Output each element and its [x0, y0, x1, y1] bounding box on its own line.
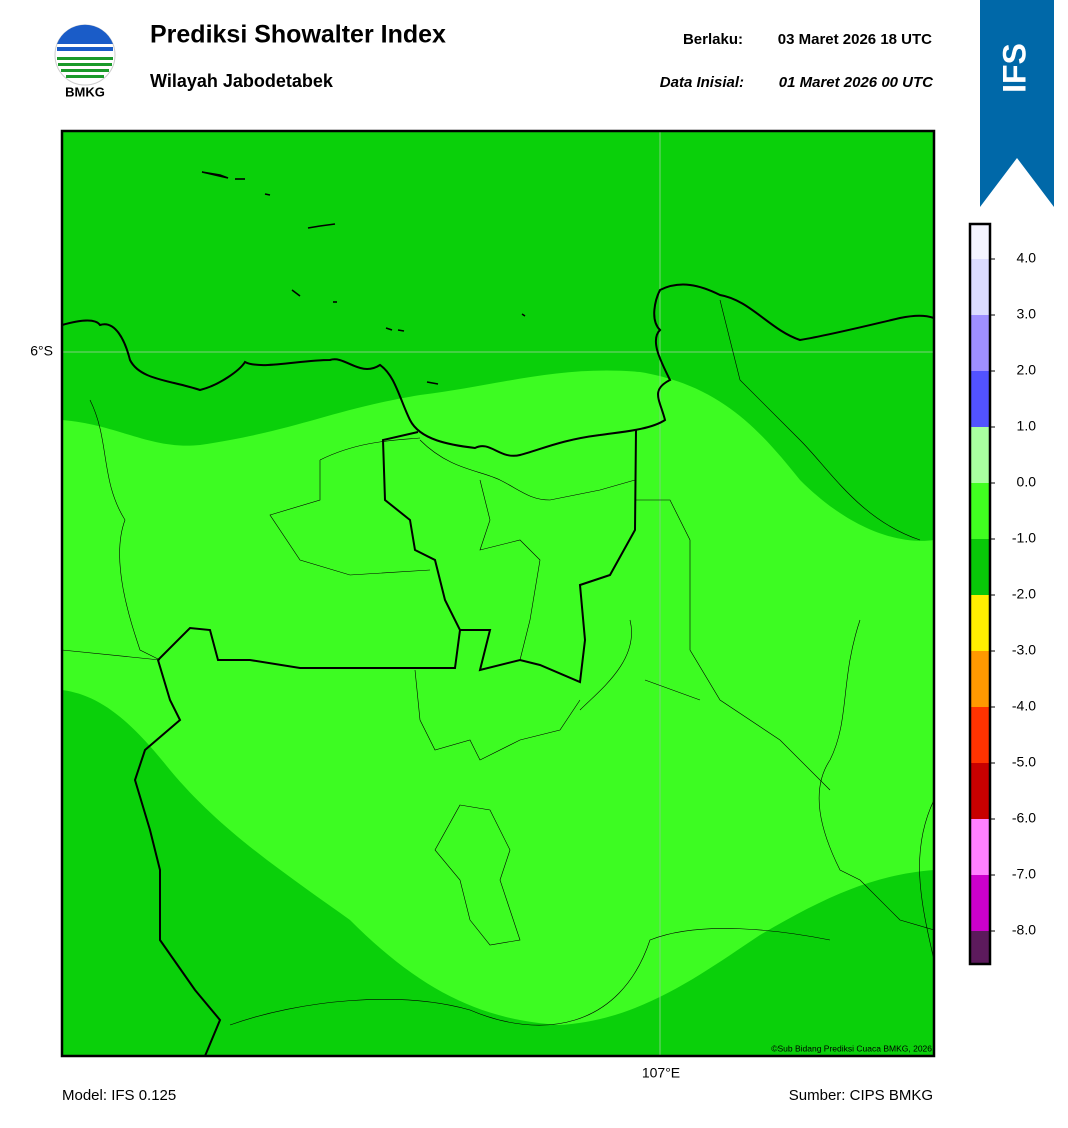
color-segment: [970, 259, 990, 315]
badge: IFS: [980, 0, 1054, 207]
lon-label: 107°E: [642, 1065, 680, 1081]
color-segment: [970, 819, 990, 875]
credit: ©Sub Bidang Prediksi Cuaca BMKG, 2026: [771, 1043, 932, 1053]
colorbar-label: 3.0: [1017, 306, 1037, 322]
color-segment: [970, 427, 990, 483]
colorbar-label: -3.0: [1012, 642, 1036, 658]
colorbar-frame: [968, 222, 992, 966]
colorbar-label: -8.0: [1012, 922, 1036, 938]
colorbar-label: 1.0: [1017, 418, 1037, 434]
color-segment: [970, 651, 990, 707]
title: Prediksi Showalter Index: [150, 21, 446, 49]
map-frame: [60, 129, 936, 1058]
source: Sumber: CIPS BMKG: [789, 1087, 933, 1104]
logo-stripe: [57, 47, 113, 51]
badge-text: IFS: [996, 43, 1032, 93]
init-label: Data Inisial:: [660, 74, 744, 91]
color-segment: [970, 315, 990, 371]
colorbar-label: 0.0: [1017, 474, 1037, 490]
colorbar-label: -7.0: [1012, 866, 1036, 882]
color-segment: [970, 875, 990, 931]
colorbar-label: 4.0: [1017, 250, 1037, 266]
colorbar: 4.0 3.0 2.0 1.0 0.0 -1.0 -2.0 -3.0 -4.0 -5.0 -6.0 -…: [968, 222, 1037, 966]
color-segment: [970, 224, 990, 259]
colorbar-label: 2.0: [1017, 362, 1037, 378]
badge-ribbon: [980, 0, 1054, 207]
logo-stripe: [57, 57, 113, 60]
color-segment: [970, 483, 990, 539]
color-segment: [970, 371, 990, 427]
color-segment: [970, 595, 990, 651]
model: Model: IFS 0.125: [62, 1087, 176, 1104]
islands: [201, 171, 526, 385]
logo-stripe: [58, 63, 112, 66]
district-lines: [62, 299, 934, 1026]
colorbar-label: -1.0: [1012, 530, 1036, 546]
colorbar-label: -6.0: [1012, 810, 1036, 826]
logo-text: BMKG: [65, 84, 105, 99]
index-band: [62, 370, 934, 1025]
lat-label: 6°S: [30, 343, 53, 359]
colorbar-label: -2.0: [1012, 586, 1036, 602]
logo-stripe: [61, 69, 109, 72]
province-lines: [62, 283, 934, 1056]
subtitle: Wilayah Jabodetabek: [150, 71, 334, 91]
logo-sky: [57, 24, 113, 44]
color-segment: [970, 707, 990, 763]
valid-label: Berlaku:: [683, 31, 743, 48]
color-segment: [970, 931, 990, 964]
colorbar-label: -4.0: [1012, 698, 1036, 714]
map: ©Sub Bidang Prediksi Cuaca BMKG, 2026 6°…: [30, 129, 936, 1081]
colorbar-label: -5.0: [1012, 754, 1036, 770]
color-segment: [970, 539, 990, 595]
logo-stripe: [66, 75, 104, 78]
valid-time: 03 Maret 2026 18 UTC: [778, 31, 932, 48]
logo: BMKG: [54, 24, 116, 99]
color-segment: [970, 763, 990, 819]
init-time: 01 Maret 2026 00 UTC: [779, 74, 934, 91]
